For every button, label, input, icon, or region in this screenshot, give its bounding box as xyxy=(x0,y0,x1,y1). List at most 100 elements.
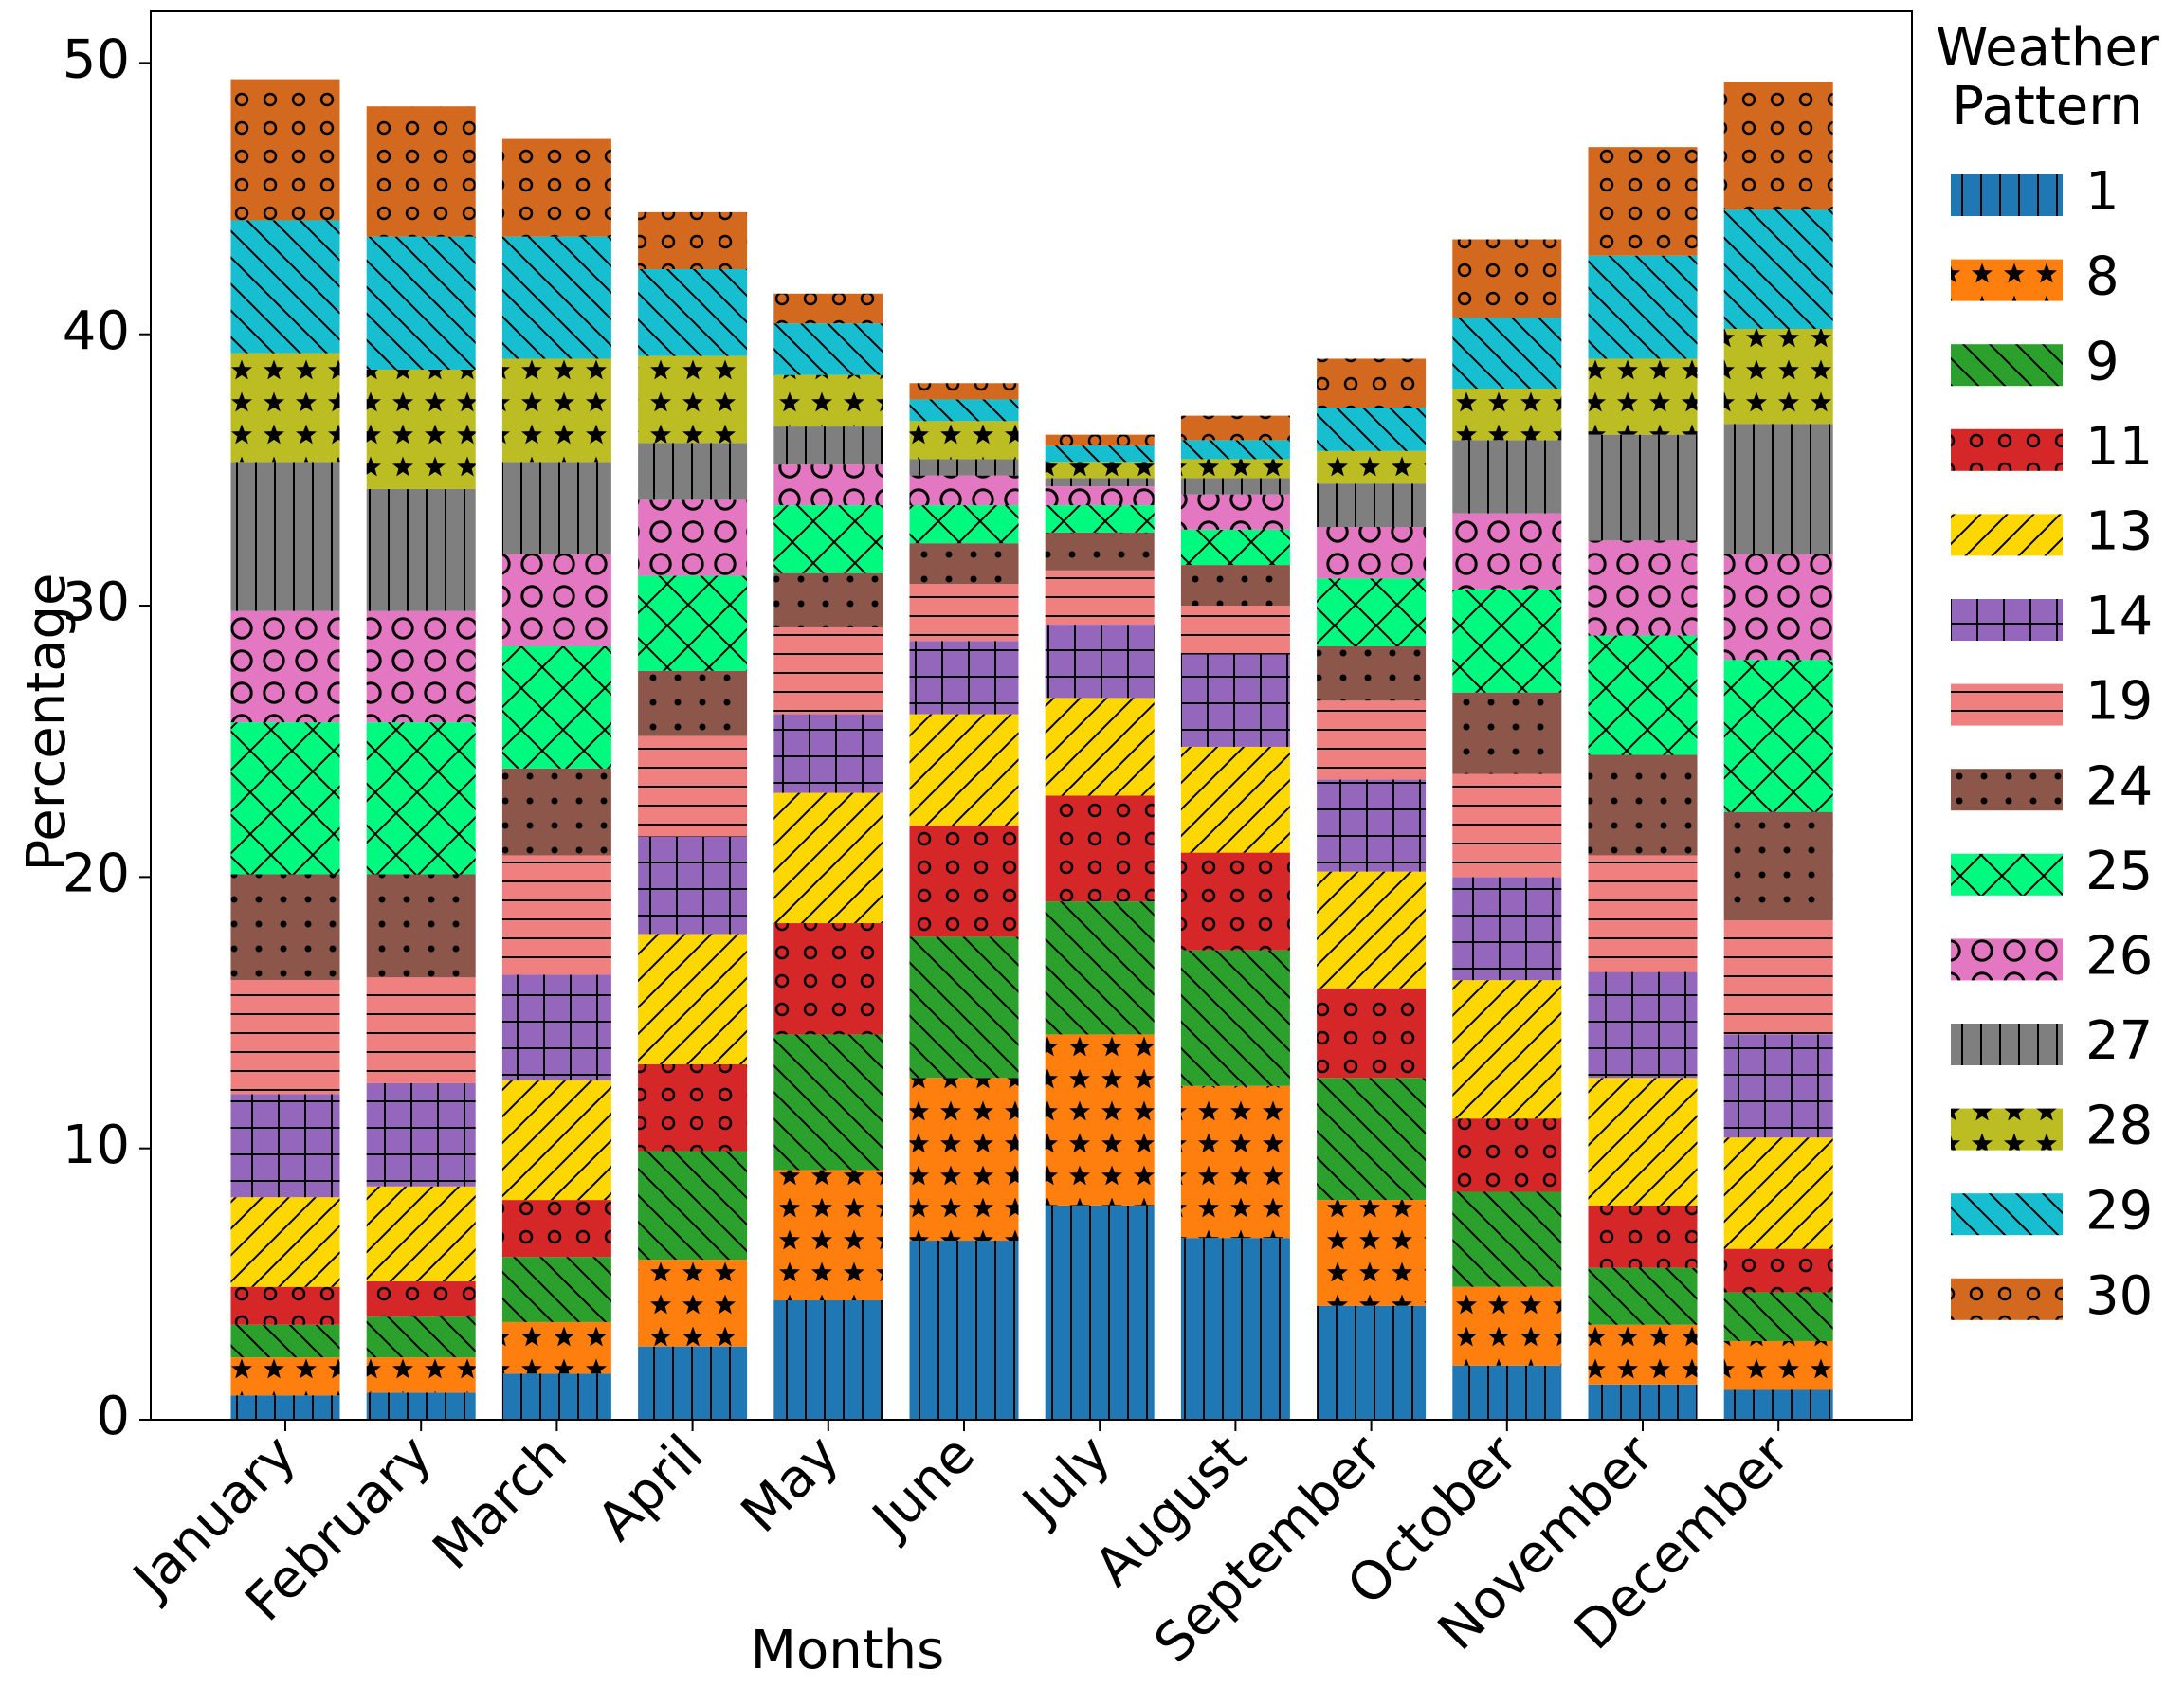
bar-segment xyxy=(909,505,1019,544)
bar-segment xyxy=(230,1324,340,1358)
bar-segment xyxy=(1180,440,1290,460)
bar-segment xyxy=(230,462,340,611)
y-tick-label: 0 xyxy=(96,1386,130,1447)
bar-segment xyxy=(774,1170,883,1301)
legend-label: 9 xyxy=(2085,331,2120,392)
y-tick-label: 40 xyxy=(63,300,130,362)
bar-segment xyxy=(1180,459,1290,479)
bar-segment xyxy=(1723,1248,1833,1293)
bar-segment xyxy=(1317,358,1427,408)
bar-segment xyxy=(1317,700,1427,780)
bar-segment xyxy=(1045,478,1155,487)
bar-segment xyxy=(501,855,611,975)
legend-label: 24 xyxy=(2085,755,2153,817)
legend-swatch xyxy=(1951,853,2063,896)
bar-segment xyxy=(1317,1078,1427,1201)
y-tick-label: 50 xyxy=(63,29,130,91)
bar-segment xyxy=(1452,239,1562,318)
legend-swatch xyxy=(1951,1108,2063,1151)
bar-segment xyxy=(366,1392,476,1420)
x-axis-title: Months xyxy=(751,1620,945,1681)
bar-segment xyxy=(774,626,883,715)
bar-segment xyxy=(909,459,1019,476)
bar-segment xyxy=(909,421,1019,460)
bar-segment xyxy=(1588,754,1698,856)
bar-segment xyxy=(909,714,1019,826)
bar-segment xyxy=(1723,554,1833,661)
legend-label: 26 xyxy=(2085,926,2153,988)
bar-segment xyxy=(1723,82,1833,210)
y-axis-title: Percentage xyxy=(16,572,78,871)
bar-segment xyxy=(1180,415,1290,441)
bar-segment xyxy=(230,1094,340,1198)
bar-segment xyxy=(1723,811,1833,921)
legend-swatch xyxy=(1951,174,2063,216)
bar-segment xyxy=(1452,589,1562,693)
bar-segment xyxy=(501,462,611,554)
bar-segment xyxy=(638,836,748,935)
bar-segment xyxy=(638,1151,748,1261)
legend-label: 14 xyxy=(2085,586,2153,647)
bar-segment xyxy=(1588,358,1698,435)
bar-segment xyxy=(501,554,611,646)
bar-segment xyxy=(1723,209,1833,329)
bar-segment xyxy=(366,106,476,237)
bar-segment xyxy=(638,499,748,576)
bar-segment xyxy=(1452,1286,1562,1366)
bar-segment xyxy=(1045,698,1155,796)
bar-segment xyxy=(1588,1267,1698,1325)
bar-segment xyxy=(1045,625,1155,699)
bar-segment xyxy=(774,323,883,375)
bar-segment xyxy=(909,1078,1019,1242)
bar-segment xyxy=(638,934,748,1064)
bar-segment xyxy=(774,792,883,924)
bar-segment xyxy=(501,1321,611,1374)
bar-segment xyxy=(366,610,476,723)
bar-segment xyxy=(774,426,883,465)
bar-segment xyxy=(501,1373,611,1420)
bar-segment xyxy=(774,374,883,427)
bar-segment xyxy=(366,1186,476,1281)
legend-label: 19 xyxy=(2085,671,2153,733)
bar-segment xyxy=(1723,424,1833,554)
bar-segment xyxy=(774,1034,883,1171)
bar-segment xyxy=(1723,1340,1833,1390)
bar-segment xyxy=(909,641,1019,715)
legend-swatch xyxy=(1951,1024,2063,1065)
bar-segment xyxy=(230,1286,340,1325)
legend-swatch xyxy=(1951,1193,2063,1236)
bar-segment xyxy=(1045,486,1155,506)
bar-segment xyxy=(1045,532,1155,571)
legend-label: 1 xyxy=(2085,161,2120,223)
bar-segment xyxy=(501,974,611,1081)
bar-segment xyxy=(230,980,340,1095)
bar-segment xyxy=(638,670,748,736)
bar-segment xyxy=(1045,570,1155,626)
bar-segment xyxy=(366,1316,476,1358)
bar-segment xyxy=(1180,494,1290,530)
bar-segment xyxy=(1723,1389,1833,1420)
bar-segment xyxy=(1588,255,1698,359)
bar-segment xyxy=(1452,1365,1562,1420)
x-tick-label: May xyxy=(730,1424,851,1545)
x-tick-label: April xyxy=(586,1424,715,1552)
bar-segment xyxy=(1723,328,1833,425)
legend-label: 11 xyxy=(2085,416,2153,478)
legend-swatch xyxy=(1951,769,2063,811)
bar-segment xyxy=(909,543,1019,585)
bar-segment xyxy=(1180,654,1290,747)
legend-title: Weather Pattern xyxy=(1936,17,2159,137)
x-tick-label: June xyxy=(860,1424,987,1551)
bar-segment xyxy=(1588,855,1698,972)
bar-segment xyxy=(909,936,1019,1079)
legend-label: 13 xyxy=(2085,501,2153,563)
bar-segment xyxy=(1180,606,1290,655)
bar-segment xyxy=(1045,901,1155,1035)
bar-segment xyxy=(1045,1034,1155,1206)
legend-label: 28 xyxy=(2085,1096,2153,1157)
bar-segment xyxy=(230,1197,340,1287)
bar-segment xyxy=(1317,527,1427,579)
bar-segment xyxy=(1045,434,1155,446)
bar-segment xyxy=(366,236,476,370)
